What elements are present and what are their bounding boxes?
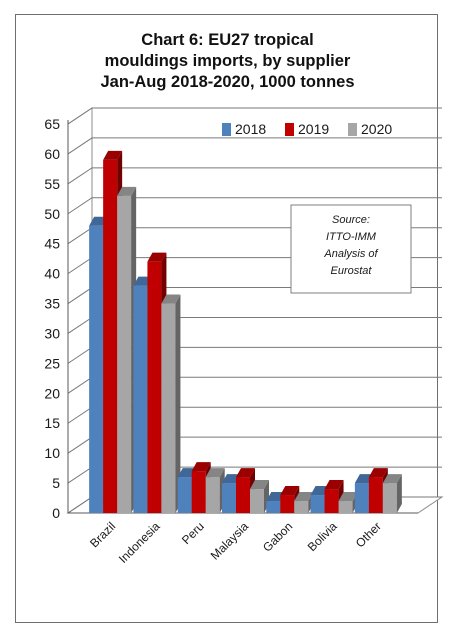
source-line-1: Source: xyxy=(332,214,370,226)
bar-top-face xyxy=(147,252,167,262)
legend-swatch xyxy=(285,123,294,136)
x-tick-label-indonesia: Indonesia xyxy=(116,519,163,566)
bar-top-face xyxy=(236,468,255,478)
chart-side-wall xyxy=(67,107,93,514)
chart-legend: 2018 2019 2020 xyxy=(222,121,392,137)
bar-front-face xyxy=(310,495,325,513)
y-tick-label: 35 xyxy=(44,296,60,312)
bar-front-face xyxy=(236,477,250,513)
bar-front-face xyxy=(250,489,264,513)
legend-item-2020: 2020 xyxy=(348,121,392,137)
y-gridline xyxy=(67,167,442,185)
legend-label: 2018 xyxy=(235,121,266,137)
y-gridline xyxy=(67,107,442,125)
source-line-4: Eurostat xyxy=(331,265,373,277)
y-tick-label: 60 xyxy=(44,146,60,162)
x-tick-label-other: Other xyxy=(353,519,384,550)
bar-front-face xyxy=(354,483,369,513)
bar-front-face xyxy=(205,477,220,513)
bar-top-face xyxy=(191,462,211,472)
bar-front-face xyxy=(147,261,162,513)
y-tick-label: 5 xyxy=(52,475,60,491)
legend-label: 2019 xyxy=(298,121,329,137)
bar-front-face xyxy=(338,501,353,513)
x-tick-label-bolivia: Bolivia xyxy=(305,519,340,554)
y-tick-label: 30 xyxy=(44,325,60,341)
bar-bolivia-2019 xyxy=(324,480,344,513)
bar-front-face xyxy=(177,477,192,513)
y-gridline xyxy=(67,137,442,155)
y-tick-label: 40 xyxy=(44,266,60,282)
bar-indonesia-2020 xyxy=(161,294,181,513)
source-line-3: Analysis of xyxy=(323,248,378,260)
bar-front-face xyxy=(324,489,339,513)
x-tick-label-brazil: Brazil xyxy=(87,519,118,550)
y-gridline xyxy=(67,197,442,215)
y-tick-label: 45 xyxy=(44,236,60,252)
source-box-border xyxy=(290,204,412,294)
legend-label: 2020 xyxy=(361,121,392,137)
y-tick-label: 10 xyxy=(44,445,60,461)
bar-top-face xyxy=(103,150,123,160)
bar-top-face xyxy=(368,468,388,478)
bar-side-face xyxy=(175,294,181,513)
y-tick-label: 25 xyxy=(44,355,60,371)
bar-side-face xyxy=(396,474,402,513)
bar-top-face xyxy=(324,480,344,490)
bar-front-face xyxy=(222,483,236,513)
bar-top-face xyxy=(161,294,181,304)
bar-brazil-2020 xyxy=(117,186,137,514)
y-tick-label: 65 xyxy=(44,116,60,132)
bar-front-face xyxy=(382,483,397,513)
y-tick-label: 20 xyxy=(44,385,60,401)
bar-front-face xyxy=(294,501,309,513)
y-tick-label: 15 xyxy=(44,415,60,431)
chart-title: Chart 6: EU27 tropical mouldings imports… xyxy=(0,30,455,93)
x-tick-label-peru: Peru xyxy=(179,519,207,547)
bar-top-face xyxy=(117,186,137,196)
bar-top-face xyxy=(250,480,269,490)
chart-title-line-3: Jan-Aug 2018-2020, 1000 tonnes xyxy=(100,73,355,91)
legend-swatch xyxy=(348,123,357,136)
bar-front-face xyxy=(280,495,295,513)
chart-title-line-2: mouldings imports, by supplier xyxy=(104,52,351,70)
bar-front-face xyxy=(191,471,206,513)
y-tick-label: 50 xyxy=(44,206,60,222)
bar-top-face xyxy=(280,486,300,496)
bar-other-2020 xyxy=(382,474,402,513)
legend-swatch xyxy=(222,123,231,136)
legend-item-2018: 2018 xyxy=(222,121,266,137)
bar-front-face xyxy=(103,159,118,513)
legend-item-2019: 2019 xyxy=(285,121,329,137)
bar-peru-2020 xyxy=(205,468,225,513)
chart-title-line-1: Chart 6: EU27 tropical xyxy=(141,31,314,49)
bar-front-face xyxy=(368,477,383,513)
bar-front-face xyxy=(161,303,176,513)
bar-top-face xyxy=(205,468,225,478)
y-tick-label: 55 xyxy=(44,176,60,192)
bar-top-face xyxy=(382,474,402,484)
x-tick-label-malaysia: Malaysia xyxy=(208,519,252,563)
bar-front-face xyxy=(89,225,104,513)
source-line-2: ITTO-IMM xyxy=(326,231,377,243)
source-annotation: Source: ITTO-IMM Analysis of Eurostat xyxy=(290,204,412,294)
bar-top-face xyxy=(294,492,314,502)
bar-top-face xyxy=(338,492,358,502)
bar-front-face xyxy=(117,195,132,514)
y-tick-label: 0 xyxy=(52,505,60,521)
bar-malaysia-2020 xyxy=(250,480,269,513)
bar-front-face xyxy=(133,285,148,513)
bar-front-face xyxy=(266,501,281,513)
x-tick-label-gabon: Gabon xyxy=(260,519,295,554)
